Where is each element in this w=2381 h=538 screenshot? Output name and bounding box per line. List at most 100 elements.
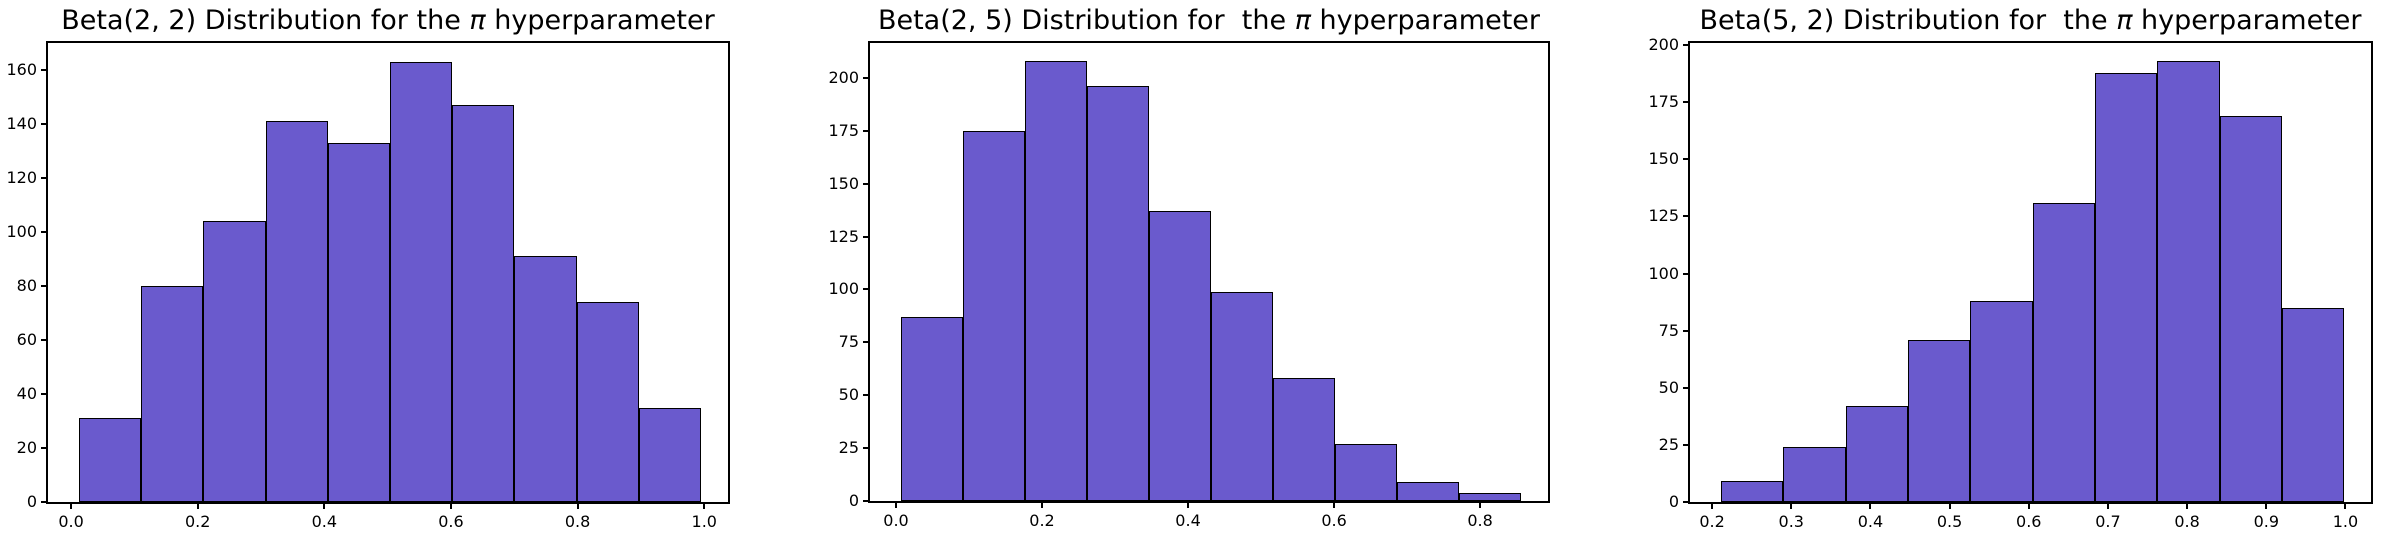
y-tick-mark <box>863 76 870 79</box>
histogram-bar <box>2281 307 2345 502</box>
x-tick-label: 0.0 <box>883 511 909 530</box>
x-tick-label: 1.0 <box>2332 512 2359 531</box>
histogram-bar <box>265 121 328 502</box>
y-tick-mark <box>41 123 48 126</box>
y-tick-mark <box>1683 215 1690 218</box>
y-tick-mark <box>41 177 48 180</box>
y-tick-mark <box>41 501 48 503</box>
histogram-bar <box>1908 339 1971 502</box>
x-tick-label: 0.5 <box>1936 512 1963 531</box>
y-tick-mark <box>41 69 48 72</box>
chart-title-text: hyperparameter <box>485 5 715 36</box>
y-tick-label: 100 <box>1648 263 1679 283</box>
y-tick-label: 50 <box>838 385 859 405</box>
y-tick-mark <box>863 182 870 185</box>
chart-title-text: hyperparameter <box>1310 5 1541 36</box>
y-tick-label: 0 <box>848 491 859 510</box>
y-tick-label: 150 <box>1648 149 1679 169</box>
x-tick-mark <box>70 502 73 509</box>
y-tick-mark <box>1683 44 1690 47</box>
histogram-bar <box>327 142 390 502</box>
plot-area: 0.0 0.2 0.4 0.6 0.8 0 25 50 75 100 125 150 175 200 <box>828 41 1550 530</box>
x-tick-mark <box>2344 502 2347 509</box>
chart-title-text: Beta(2, 2) Distribution for the <box>61 5 470 36</box>
y-tick-label: 80 <box>16 276 37 296</box>
x-tick-label: 0.7 <box>2095 512 2121 531</box>
pi-symbol: π <box>1294 5 1311 36</box>
y-tick-label: 150 <box>828 173 859 193</box>
histogram-bar <box>203 221 266 502</box>
x-tick-mark <box>1790 502 1793 509</box>
y-tick-label: 200 <box>828 67 859 87</box>
x-tick-mark <box>1711 502 1714 509</box>
y-tick-label: 175 <box>828 120 859 140</box>
x-tick-mark <box>1187 501 1190 508</box>
chart-title: Beta(5, 2) Distribution for the π hyperp… <box>1688 4 2373 38</box>
histogram-bar <box>1148 211 1211 501</box>
y-tick-label: 0 <box>1668 492 1679 511</box>
x-tick-mark <box>1041 501 1043 508</box>
chart-title-text: hyperparameter <box>2132 5 2362 36</box>
pi-symbol: π <box>2116 5 2133 36</box>
histogram-bar <box>576 302 639 502</box>
x-tick-label: 0.9 <box>2253 512 2280 531</box>
y-tick-label: 120 <box>6 168 37 188</box>
histogram-bar <box>2157 61 2220 502</box>
plot-area: 0.0 0.2 0.4 0.6 0.8 1.0 0 20 40 60 80 100 120 140 160 <box>6 41 730 531</box>
y-tick-mark <box>863 288 870 291</box>
histogram-bar <box>1334 443 1397 501</box>
y-tick-label: 140 <box>6 114 37 134</box>
y-tick-mark <box>863 394 870 397</box>
histogram-bar <box>901 316 963 501</box>
x-tick-mark <box>1869 502 1872 509</box>
chart-title: Beta(2, 5) Distribution for the π hyperp… <box>868 4 1550 38</box>
histogram-bar <box>1721 481 1784 502</box>
x-tick-mark <box>1333 501 1336 508</box>
y-tick-mark <box>1683 443 1690 446</box>
y-tick-mark <box>863 500 870 502</box>
y-tick-label: 25 <box>1658 434 1679 454</box>
histogram-bar <box>141 286 204 502</box>
x-tick-mark <box>2027 502 2030 509</box>
histogram-bar <box>1272 378 1335 501</box>
x-tick-label: 0.0 <box>58 512 84 531</box>
y-tick-mark <box>863 129 870 132</box>
y-tick-mark <box>1683 329 1690 332</box>
y-tick-mark <box>41 447 48 450</box>
x-tick-mark <box>894 501 897 508</box>
histogram-bar <box>1458 492 1521 501</box>
x-tick-mark <box>703 502 706 509</box>
histogram-bar <box>1025 61 1087 501</box>
y-tick-label: 75 <box>838 332 859 352</box>
y-tick-mark <box>41 339 48 342</box>
histogram-bar <box>1210 291 1273 501</box>
histogram-bar <box>1783 447 1846 502</box>
y-tick-label: 175 <box>1648 92 1679 112</box>
y-tick-mark <box>1683 101 1690 104</box>
histogram-bar <box>452 105 515 502</box>
y-tick-label: 75 <box>1658 320 1679 340</box>
y-tick-mark <box>41 231 48 234</box>
chart-title-text: Beta(5, 2) Distribution for the <box>1699 5 2117 36</box>
chart-beta-2-5: Beta(2, 5) Distribution for the π hyperp… <box>794 0 1588 538</box>
x-tick-mark <box>1948 502 1951 509</box>
y-tick-label: 160 <box>6 60 37 80</box>
x-tick-label: 0.6 <box>438 512 464 531</box>
y-tick-mark <box>863 235 870 238</box>
histogram-bar <box>1086 86 1149 501</box>
x-tick-label: 1.0 <box>691 512 717 531</box>
x-tick-mark <box>576 502 579 509</box>
y-tick-label: 20 <box>16 438 37 458</box>
y-tick-label: 200 <box>1648 35 1679 55</box>
chart-beta-2-2: Beta(2, 2) Distribution for the π hyperp… <box>0 0 794 538</box>
x-tick-mark <box>323 502 326 509</box>
histogram-bar <box>2094 72 2158 502</box>
pi-symbol: π <box>469 5 486 36</box>
histogram-bar <box>1970 301 2033 502</box>
y-tick-mark <box>1683 158 1690 161</box>
x-tick-label: 0.8 <box>1467 511 1493 530</box>
x-tick-label: 0.2 <box>184 512 211 531</box>
x-tick-mark <box>2106 502 2109 509</box>
x-tick-label: 0.8 <box>564 512 591 531</box>
